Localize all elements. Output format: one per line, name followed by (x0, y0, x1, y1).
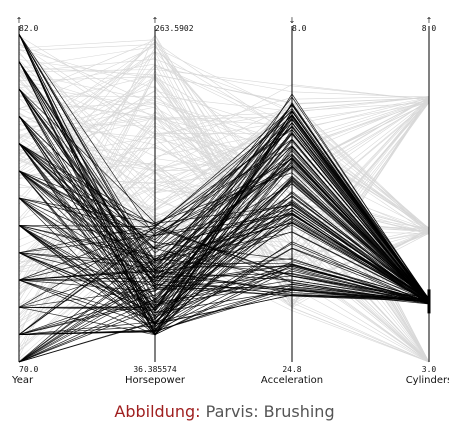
axis-max-label: 8.0 (292, 24, 307, 33)
context-line (18, 76, 430, 363)
axis-name-cylinders: Cylinders (406, 375, 449, 386)
context-line (18, 102, 430, 172)
axis-direction-icon[interactable]: ↑ (16, 16, 23, 25)
highlighted-line (18, 96, 430, 363)
highlighted-line (18, 88, 430, 303)
context-line (18, 57, 430, 305)
axis-name-horsepower: Horsepower (125, 375, 186, 386)
caption-label: Abbildung: (114, 402, 201, 421)
brush-handle[interactable] (427, 289, 431, 314)
highlighted-line (18, 114, 430, 312)
context-line (18, 76, 430, 302)
axis-max-label: 82.0 (19, 24, 38, 33)
context-line (18, 97, 430, 231)
highlighted-line (18, 122, 430, 302)
highlighted-line (18, 33, 430, 336)
highlighted-line (18, 179, 430, 324)
highlighted-line (18, 88, 430, 303)
axis-min-label: 3.0 (422, 365, 437, 374)
highlighted-line (18, 197, 430, 335)
highlighted-line (18, 225, 430, 332)
highlighted-line (18, 126, 430, 300)
highlighted-line (18, 115, 430, 303)
context-lines (18, 34, 430, 363)
highlighted-line (18, 114, 430, 333)
context-line (18, 41, 430, 229)
highlighted-lines (18, 33, 430, 363)
highlighted-line (18, 143, 430, 302)
context-line (18, 53, 430, 173)
context-line (18, 34, 430, 363)
highlighted-line (18, 140, 430, 336)
highlighted-line (18, 197, 430, 313)
context-line (18, 96, 430, 228)
context-line (18, 90, 430, 284)
axis-direction-icon[interactable]: ↓ (289, 16, 296, 25)
highlighted-line (18, 126, 430, 304)
highlighted-line (18, 170, 430, 300)
context-line (18, 95, 430, 180)
highlighted-line (18, 61, 430, 300)
context-line (18, 41, 430, 247)
highlighted-line (18, 199, 430, 363)
context-line (18, 135, 430, 363)
highlighted-line (18, 203, 430, 303)
axis-direction-icon[interactable]: ↑ (152, 16, 159, 25)
highlighted-line (18, 170, 430, 304)
highlighted-line (18, 33, 430, 324)
highlighted-line (18, 115, 430, 304)
context-line (18, 58, 430, 110)
axes: ↑82.070.0Year↑263.590236.385574Horsepowe… (11, 16, 449, 386)
highlighted-line (18, 213, 430, 335)
context-line (18, 86, 430, 363)
context-line (18, 35, 430, 119)
highlighted-line (18, 163, 430, 301)
axis-name-year: Year (11, 375, 34, 386)
highlighted-line (18, 143, 430, 336)
highlighted-line (18, 167, 430, 303)
highlighted-line (18, 88, 430, 326)
context-line (18, 84, 430, 283)
highlighted-line (18, 115, 430, 303)
axis-min-label: 36.385574 (133, 365, 177, 374)
context-line (18, 72, 430, 229)
axis-min-label: 24.8 (282, 365, 301, 374)
figure-caption: Abbildung: Parvis: Brushing (0, 402, 449, 421)
highlighted-line (18, 104, 430, 303)
highlighted-line (18, 222, 430, 302)
highlighted-line (18, 284, 430, 363)
highlighted-line (18, 61, 430, 303)
context-line (18, 94, 430, 229)
context-line (18, 102, 430, 363)
highlighted-line (18, 283, 430, 363)
context-line (18, 95, 430, 229)
axis-max-label: 8.0 (422, 24, 437, 33)
parallel-coordinates-plot[interactable]: ↑82.070.0Year↑263.590236.385574Horsepowe… (0, 0, 449, 400)
context-line (18, 66, 430, 219)
highlighted-line (18, 194, 430, 320)
context-line (18, 59, 430, 363)
highlighted-line (18, 178, 430, 308)
highlighted-line (18, 166, 430, 304)
highlighted-line (18, 33, 430, 302)
highlighted-line (18, 192, 430, 336)
context-line (18, 110, 430, 265)
context-line (18, 102, 430, 218)
highlighted-line (18, 197, 430, 304)
context-line (18, 39, 430, 363)
axis-min-label: 70.0 (19, 365, 38, 374)
axis-max-label: 263.5902 (155, 24, 194, 33)
axis-direction-icon[interactable]: ↑ (426, 16, 433, 25)
axis-name-acceleration: Acceleration (261, 375, 323, 386)
context-line (18, 84, 430, 183)
caption-text: Parvis: Brushing (205, 402, 335, 421)
highlighted-line (18, 214, 430, 363)
highlighted-line (18, 88, 430, 300)
context-line (18, 69, 430, 101)
highlighted-line (18, 270, 430, 303)
context-line (18, 99, 430, 262)
